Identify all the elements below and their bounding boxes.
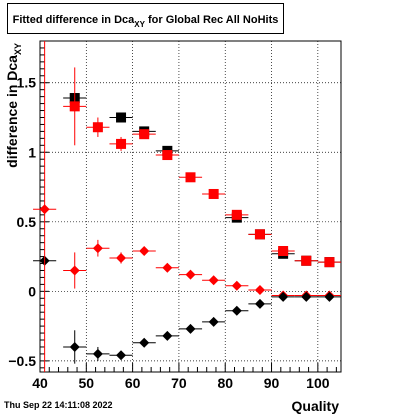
diamond-marker [254, 298, 265, 309]
diamond-marker [116, 350, 127, 361]
y-tick-label: 1.5 [17, 75, 37, 91]
x-tick-label: 60 [125, 375, 141, 391]
square-marker [254, 229, 265, 240]
diamond-marker [231, 280, 242, 291]
diamond-marker [162, 262, 173, 273]
diamond-marker [185, 269, 196, 280]
square-marker [162, 150, 173, 161]
x-tick-label: 90 [264, 375, 280, 391]
diamond-marker [116, 252, 127, 263]
diamond-marker [69, 341, 80, 352]
square-marker [231, 209, 242, 220]
diamond-marker [139, 246, 150, 257]
diamond-marker [208, 316, 219, 327]
y-tick-label: −0.5 [8, 353, 36, 369]
x-tick-label: 100 [306, 375, 330, 391]
x-tick-label: 40 [32, 375, 48, 391]
chart-title-subscript: XY [134, 20, 145, 29]
diamond-marker [69, 265, 80, 276]
diamond-marker [301, 291, 312, 302]
x-axis-label: Quality [292, 398, 340, 414]
diamond-marker [92, 348, 103, 359]
diamond-marker [278, 291, 289, 302]
square-marker [139, 129, 150, 140]
square-marker [208, 188, 219, 199]
diamond-marker [231, 305, 242, 316]
x-tick-label: 50 [79, 375, 95, 391]
diamond-marker [162, 330, 173, 341]
chart-title-main: Fitted difference in Dca [12, 14, 135, 26]
chart-title: Fitted difference in DcaXY for Global Re… [8, 14, 283, 29]
square-marker [92, 122, 103, 133]
y-tick-label: 0.5 [17, 214, 37, 230]
square-marker [69, 101, 80, 112]
square-marker [116, 138, 127, 149]
y-tick-label: 0 [28, 283, 36, 299]
square-marker [185, 172, 196, 183]
y-axis-label: difference in DcaXY [4, 43, 23, 168]
chart-title-box: Fitted difference in DcaXY for Global Re… [7, 3, 284, 34]
square-marker [116, 112, 127, 123]
x-tick-label: 80 [217, 375, 233, 391]
diamond-marker [254, 284, 265, 295]
diamond-marker [139, 337, 150, 348]
chart-title-suffix: for Global Rec All NoHits [144, 14, 279, 26]
plot-frame [39, 40, 342, 373]
square-marker [278, 246, 289, 257]
square-marker [324, 257, 335, 268]
diamond-marker [92, 243, 103, 254]
footer-date: Thu Sep 22 14:11:08 2022 [4, 400, 113, 410]
y-tick-label: 1 [28, 144, 36, 160]
diamond-marker [185, 323, 196, 334]
diamond-marker [208, 275, 219, 286]
x-tick-label: 70 [171, 375, 187, 391]
square-marker [301, 255, 312, 266]
diamond-marker [324, 291, 335, 302]
